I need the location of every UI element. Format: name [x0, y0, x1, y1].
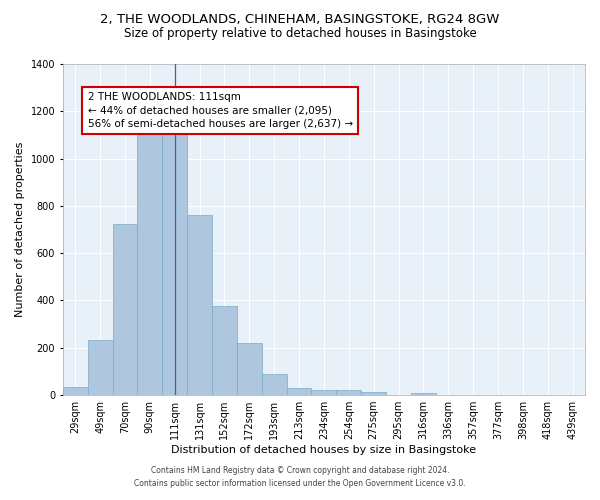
Bar	[237, 343, 262, 395]
Bar	[212, 306, 237, 395]
Bar	[311, 390, 337, 395]
Bar	[88, 340, 113, 395]
Text: 2 THE WOODLANDS: 111sqm
← 44% of detached houses are smaller (2,095)
56% of semi: 2 THE WOODLANDS: 111sqm ← 44% of detache…	[88, 92, 353, 129]
Bar	[411, 392, 436, 395]
Text: Size of property relative to detached houses in Basingstoke: Size of property relative to detached ho…	[124, 28, 476, 40]
Bar	[187, 216, 212, 395]
Text: 2, THE WOODLANDS, CHINEHAM, BASINGSTOKE, RG24 8GW: 2, THE WOODLANDS, CHINEHAM, BASINGSTOKE,…	[100, 12, 500, 26]
Bar	[113, 224, 137, 395]
Bar	[361, 392, 386, 395]
Y-axis label: Number of detached properties: Number of detached properties	[15, 142, 25, 317]
Text: Contains HM Land Registry data © Crown copyright and database right 2024.
Contai: Contains HM Land Registry data © Crown c…	[134, 466, 466, 487]
Bar	[137, 132, 162, 395]
Bar	[63, 388, 88, 395]
Bar	[162, 130, 187, 395]
X-axis label: Distribution of detached houses by size in Basingstoke: Distribution of detached houses by size …	[172, 445, 476, 455]
Bar	[337, 390, 361, 395]
Bar	[262, 374, 287, 395]
Bar	[287, 388, 311, 395]
